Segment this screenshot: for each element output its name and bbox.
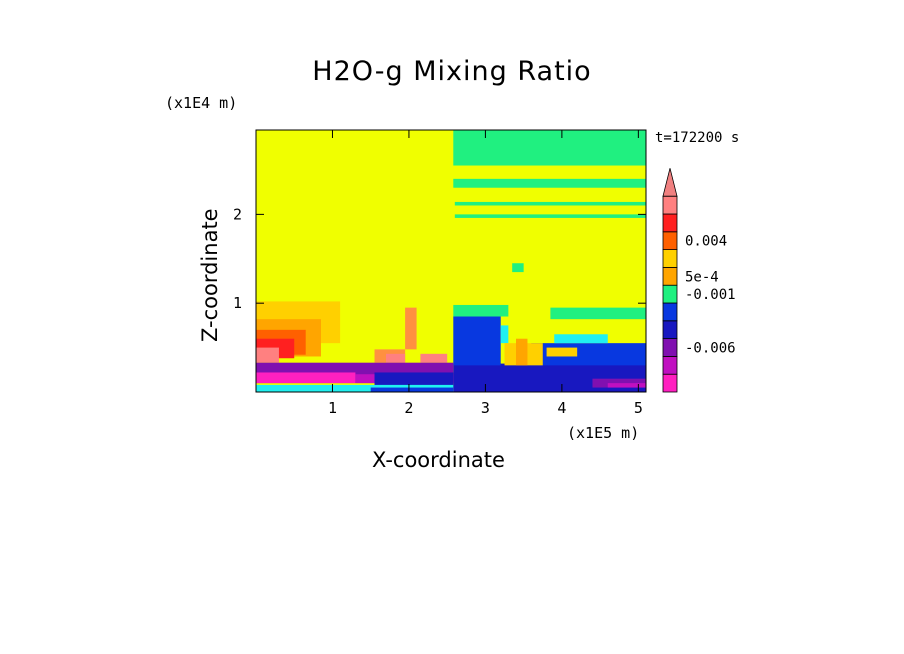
field-region bbox=[370, 387, 454, 392]
field-region bbox=[256, 347, 279, 363]
colorbar-segment bbox=[662, 249, 678, 268]
colorbar-segment bbox=[662, 355, 678, 375]
axis-ticks: 1 2 3 4 5 1 2 bbox=[233, 130, 646, 417]
field-region bbox=[453, 178, 646, 188]
z-tick-label: 1 bbox=[233, 294, 242, 312]
colorbar-segment bbox=[662, 284, 678, 304]
colorbar-segment bbox=[662, 213, 678, 233]
field-region bbox=[454, 214, 646, 218]
field-region bbox=[554, 334, 608, 344]
field-region bbox=[454, 201, 646, 206]
x-tick-label: 2 bbox=[404, 399, 413, 417]
x-tick-label: 3 bbox=[481, 399, 490, 417]
field-region bbox=[500, 325, 509, 344]
field-region bbox=[453, 316, 501, 366]
time-label: t=172200 s bbox=[655, 130, 740, 146]
colorbar-segment bbox=[662, 320, 678, 339]
x-axis-label: X-coordinate bbox=[372, 448, 505, 472]
field-region bbox=[386, 353, 406, 363]
field-region bbox=[256, 372, 356, 384]
colorbar-label: -0.006 bbox=[685, 341, 736, 357]
x-scale-label: (x1E5 m) bbox=[567, 424, 640, 442]
colorbar: -0.006 -0.001 5e-4 0.004 bbox=[662, 168, 736, 393]
field-region bbox=[374, 372, 454, 388]
field-region bbox=[453, 304, 509, 317]
field-region bbox=[546, 347, 578, 357]
x-tick-label: 1 bbox=[328, 399, 337, 417]
field-region bbox=[256, 384, 454, 392]
colorbar-segment bbox=[662, 338, 678, 357]
field-region bbox=[607, 383, 646, 388]
field-region bbox=[405, 307, 417, 350]
colorbar-label: 0.004 bbox=[685, 234, 727, 250]
colorbar-segment bbox=[662, 231, 678, 251]
colorbar-segment bbox=[662, 373, 678, 393]
z-scale-label: (x1E4 m) bbox=[165, 94, 238, 112]
x-tick-label: 4 bbox=[557, 399, 566, 417]
z-tick-label: 2 bbox=[233, 205, 242, 223]
field-region bbox=[420, 353, 448, 363]
plot-regions bbox=[256, 130, 646, 392]
field-region bbox=[550, 307, 646, 320]
field-region bbox=[453, 130, 646, 166]
colorbar-segment bbox=[662, 302, 678, 322]
colorbar-extend-arrow bbox=[662, 168, 678, 197]
colorbar-segment bbox=[662, 266, 678, 286]
colorbar-label: 5e-4 bbox=[685, 269, 719, 285]
plot-frame bbox=[255, 129, 647, 393]
field-region bbox=[516, 338, 528, 366]
field-region bbox=[453, 363, 646, 392]
colorbar-label: -0.001 bbox=[685, 287, 736, 303]
field-region bbox=[512, 263, 524, 273]
colorbar-segment bbox=[662, 195, 678, 215]
x-tick-label: 5 bbox=[634, 399, 643, 417]
chart-title: H2O-g Mixing Ratio bbox=[312, 56, 592, 87]
